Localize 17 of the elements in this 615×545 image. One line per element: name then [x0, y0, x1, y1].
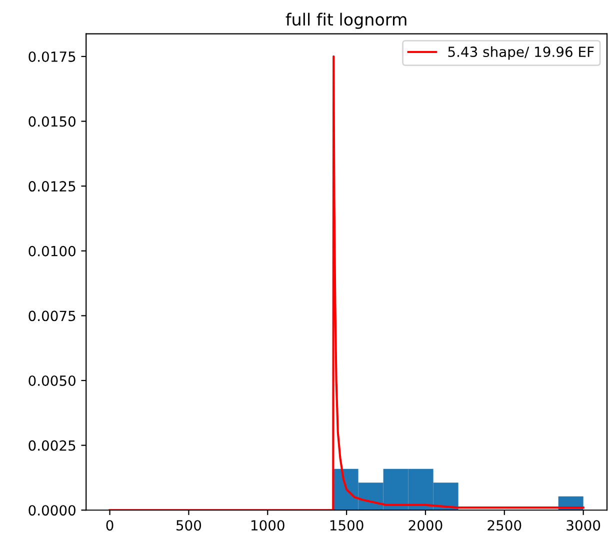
legend-label: 5.43 shape/ 19.96 EF	[448, 46, 594, 60]
y-tick-label: 0.0000	[28, 505, 76, 516]
y-tick-label: 0.0100	[28, 246, 76, 256]
y-tick-label: 0.0050	[28, 375, 76, 386]
x-tick-label: 0	[106, 520, 114, 531]
x-tick-label: 2000	[408, 520, 442, 531]
y-tick-label: 0.0125	[28, 181, 76, 192]
x-tick-label: 500	[176, 520, 202, 531]
y-tick-label: 0.0175	[28, 51, 76, 62]
y-tick-label: 0.0025	[28, 440, 76, 451]
x-tick-label: 1500	[330, 520, 364, 531]
y-tick-label: 0.0075	[28, 310, 76, 322]
x-tick-label: 2500	[488, 520, 522, 531]
chart-title: full fit lognorm	[286, 12, 406, 29]
x-tick-label: 3000	[566, 520, 600, 531]
y-tick-label: 0.0150	[28, 116, 76, 127]
x-tick-label: 1000	[251, 520, 284, 531]
